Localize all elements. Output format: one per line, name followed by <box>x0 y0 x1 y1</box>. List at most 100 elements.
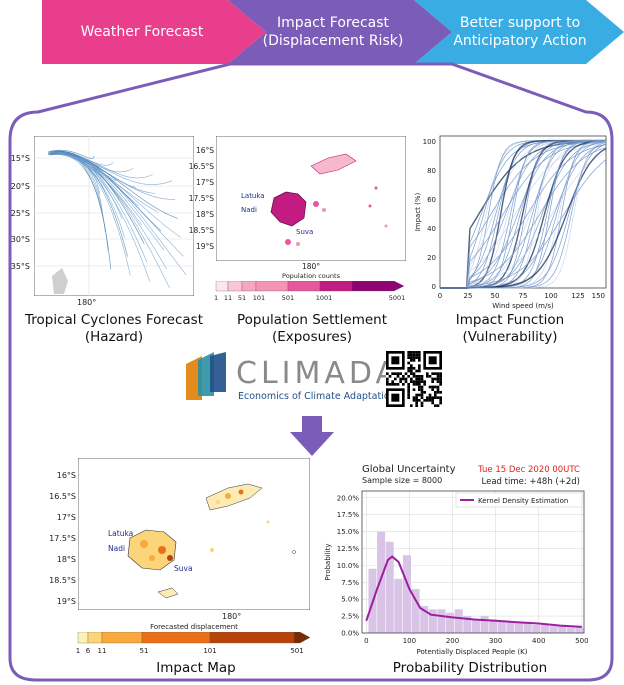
histogram-bar <box>549 626 558 633</box>
cyclone-track <box>51 152 176 200</box>
impact-colorbar-tick: 51 <box>140 647 149 655</box>
impact-function-curve <box>440 142 607 289</box>
step2-chevron <box>228 0 452 64</box>
impact-lat-tick: 18°S <box>57 555 76 564</box>
cyclone-track <box>49 151 184 257</box>
impact-place-nadi: Nadi <box>108 544 125 553</box>
hazard-caption-line1: Tropical Cyclones Forecast <box>25 312 203 328</box>
prob-x-ticks: 0 100 200 300 400 500 <box>364 637 588 645</box>
histogram-bar <box>428 609 437 633</box>
step3-chevron <box>414 0 624 64</box>
exposure-colorbar-title: Population counts <box>282 272 340 280</box>
impact-lat-tick: 16.5°S <box>49 492 76 501</box>
impact-lat-tick: 17.5°S <box>49 534 76 543</box>
hazard-map <box>33 135 195 297</box>
impact-lat-tick: 19°S <box>57 597 76 606</box>
prob-x-tick: 300 <box>489 637 502 645</box>
prob-y-tick: 0.0% <box>341 630 359 638</box>
vuln-x-tick: 100 <box>544 292 557 300</box>
prob-date: Tue 15 Dec 2020 00UTC <box>478 465 580 475</box>
exposure-colorbar-tick: 1001 <box>316 294 333 302</box>
place-suva: Suva <box>296 228 313 236</box>
histogram-bar <box>394 578 403 633</box>
impact-function-chart: 0 20 40 60 80 100 0 25 50 75 100 125 150… <box>414 135 607 310</box>
histogram-bar <box>566 627 575 633</box>
vuln-y-ticks: 0 20 40 60 80 100 <box>423 138 436 291</box>
prob-x-tick: 0 <box>364 637 368 645</box>
vuln-x-tick: 150 <box>592 292 605 300</box>
histogram-bar <box>437 609 446 633</box>
viti-levu-impact <box>127 529 177 571</box>
histogram-bar <box>471 619 480 633</box>
impact-colorbar-tick: 6 <box>86 647 91 655</box>
prob-y-tick: 15.0% <box>337 528 360 536</box>
impact-lat-tick: 16°S <box>57 471 76 480</box>
prob-sample-size: Sample size = 8000 <box>362 476 443 485</box>
exposure-lon-tick: 180° <box>302 262 321 271</box>
hazard-lat-tick: 20°S <box>11 182 30 191</box>
step3-label-line1: Better support to <box>459 15 581 31</box>
prob-plot-frame <box>361 490 585 634</box>
hazard-caption-line2: (Hazard) <box>84 329 144 345</box>
impact-colorbar: 1 6 11 51 101 501 <box>76 632 311 655</box>
probability-chart: 0.0% 2.5% 5.0% 7.5% 10.0% 12.5% 15.0% 17.5% 20.0… <box>324 490 588 656</box>
impact-colorbar-tick: 1 <box>76 647 80 655</box>
histogram-bar <box>385 541 394 633</box>
step3-label-line2: Anticipatory Action <box>453 33 587 49</box>
hazard-lat-tick: 30°S <box>11 235 30 244</box>
hazard-lat-tick: 25°S <box>11 209 30 218</box>
prob-y-tick: 10.0% <box>337 562 360 570</box>
prob-y-tick: 2.5% <box>341 613 359 621</box>
viti-levu-island <box>270 191 307 227</box>
exposure-lat-tick: 18.5°S <box>189 226 214 235</box>
prob-x-tick: 400 <box>532 637 545 645</box>
histogram-bar <box>454 609 463 633</box>
vuln-x-ticks: 0 25 50 75 100 125 150 <box>438 292 605 300</box>
histogram-bar <box>540 624 549 633</box>
prob-y-tick: 12.5% <box>337 545 360 553</box>
impact-map: Latuka Nadi Suva <box>77 457 311 611</box>
prob-x-tick: 100 <box>403 637 416 645</box>
vuln-y-tick: 0 <box>432 283 436 291</box>
prob-y-tick: 17.5% <box>337 511 360 519</box>
exposure-lat-tick: 16°S <box>196 146 214 155</box>
exposure-lat-tick: 19°S <box>196 242 214 251</box>
prob-y-tick: 5.0% <box>341 596 359 604</box>
exposure-colorbar-tick: 11 <box>224 294 232 302</box>
exposure-caption-line2: (Exposures) <box>271 329 353 345</box>
exposure-colorbar: 1 11 51 101 501 1001 5001 <box>214 281 405 302</box>
exposure-lat-tick: 17.5°S <box>189 194 214 203</box>
prob-y-tick: 7.5% <box>341 579 359 587</box>
exposure-colorbar-tick: 501 <box>282 294 294 302</box>
histogram-bar <box>515 622 524 633</box>
prob-x-tick: 500 <box>575 637 588 645</box>
vanua-levu-impact <box>205 483 263 511</box>
impact-colorbar-tick: 11 <box>98 647 107 655</box>
histogram-bar <box>506 621 515 633</box>
prob-ylabel: Probability <box>324 543 332 580</box>
prob-y-ticks: 0.0% 2.5% 5.0% 7.5% 10.0% 12.5% 15.0% 17.5% 20.0… <box>337 494 360 637</box>
prob-lead-time: Lead time: +48h (+2d) <box>481 477 580 487</box>
vuln-y-tick: 60 <box>427 196 436 204</box>
step1-chevron <box>42 0 266 64</box>
impact-lat-tick: 17°S <box>57 513 76 522</box>
histogram-bar <box>420 605 429 633</box>
impact-lat-tick: 18.5°S <box>49 576 76 585</box>
exposure-lat-tick: 17°S <box>196 178 214 187</box>
histogram-bar <box>489 619 498 633</box>
kde-line <box>365 555 582 628</box>
vuln-x-tick: 75 <box>519 292 528 300</box>
histogram-bar <box>480 616 489 633</box>
new-zealand-landmass <box>52 268 68 294</box>
histogram-bar <box>411 589 420 633</box>
impact-function-curve <box>440 151 607 289</box>
frame-border <box>8 62 614 682</box>
prob-title: Global Uncertainty <box>362 464 456 475</box>
step2-label-line2: (Displacement Risk) <box>262 33 404 49</box>
exposure-lat-tick: 18°S <box>196 210 214 219</box>
prob-caption: Probability Distribution <box>392 660 548 676</box>
climada-subtitle: Economics of Climate Adaptation <box>238 391 396 402</box>
qr-code[interactable] <box>386 351 442 407</box>
vuln-caption-line2: (Vulnerability) <box>462 329 558 345</box>
